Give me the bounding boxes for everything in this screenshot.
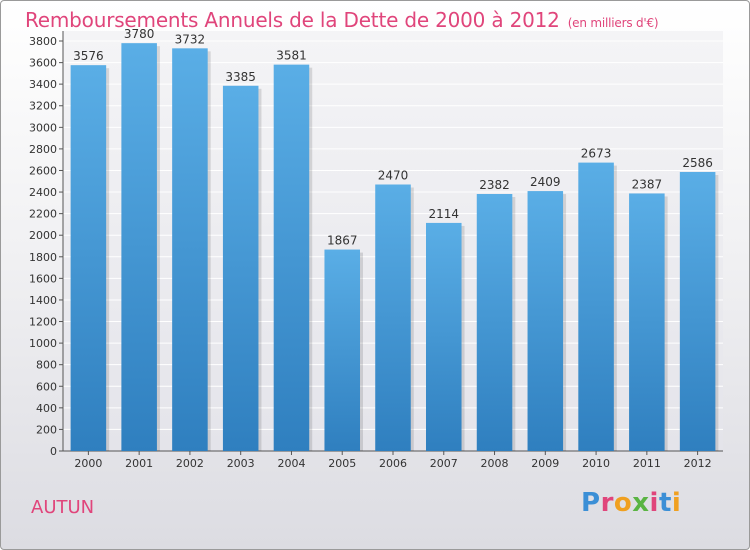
logo-letter: x — [632, 488, 650, 518]
x-tick-label-2002: 2002 — [176, 457, 204, 470]
data-label-2003: 3385 — [225, 70, 256, 84]
y-tick-label: 1600 — [29, 272, 57, 285]
bar-2004 — [273, 64, 310, 451]
bar-2006 — [375, 184, 411, 451]
data-label-2002: 3732 — [175, 32, 206, 46]
bar-2002 — [172, 48, 208, 451]
data-label-2011: 2387 — [632, 177, 663, 191]
y-tick-label: 3000 — [29, 121, 57, 134]
chart-title-text: Remboursements Annuels de la Dette de 20… — [25, 8, 560, 32]
chart-unit: (en milliers d'€) — [567, 16, 659, 30]
data-label-2001: 3780 — [124, 27, 155, 41]
data-label-2012: 2586 — [682, 156, 713, 170]
logo-letter: r — [600, 488, 614, 518]
data-label-2008: 2382 — [479, 178, 510, 192]
x-tick-label-2012: 2012 — [684, 457, 712, 470]
y-tick-label: 400 — [36, 402, 57, 415]
bar-2007 — [426, 222, 462, 451]
x-tick-label-2000: 2000 — [74, 457, 102, 470]
y-tick-label: 3600 — [29, 57, 57, 70]
y-tick-label: 2600 — [29, 164, 57, 177]
data-label-2005: 1867 — [327, 234, 358, 248]
bar-2011 — [629, 193, 665, 451]
y-tick-label: 0 — [50, 445, 57, 458]
y-tick-label: 600 — [36, 380, 57, 393]
logo-letter: P — [581, 488, 601, 518]
data-label-2007: 2114 — [428, 207, 459, 221]
x-tick-label-2010: 2010 — [582, 457, 610, 470]
bar-2001 — [121, 43, 157, 451]
y-tick-label: 1200 — [29, 316, 57, 329]
x-axis: 2000 2001 2002 2003 2004 2005 2006 2007 2008 2009… — [74, 451, 712, 470]
data-label-2009: 2409 — [530, 175, 561, 189]
y-tick-label: 3200 — [29, 100, 57, 113]
data-label-2000: 3576 — [73, 49, 104, 63]
bar-2003 — [222, 85, 259, 452]
y-tick-label: 800 — [36, 359, 57, 372]
y-tick-label: 3400 — [29, 78, 57, 91]
y-tick-label: 1800 — [29, 251, 57, 264]
x-tick-label-2003: 2003 — [227, 457, 255, 470]
y-axis: 0 200 400 600 800 1000 1200 1400 1600 1800 2000 220… — [29, 31, 723, 458]
proxiti-logo: Proxiti — [581, 488, 681, 518]
chart-title: Remboursements Annuels de la Dette de 20… — [25, 8, 659, 32]
bar-2000 — [70, 65, 107, 451]
x-tick-label-2005: 2005 — [328, 457, 356, 470]
x-tick-label-2007: 2007 — [430, 457, 458, 470]
x-tick-label-2011: 2011 — [633, 457, 661, 470]
y-tick-label: 2400 — [29, 186, 57, 199]
logo-letter: t — [658, 488, 672, 518]
y-tick-label: 1000 — [29, 337, 57, 350]
y-tick-label: 2800 — [29, 143, 57, 156]
x-tick-label-2006: 2006 — [379, 457, 407, 470]
y-tick-label: 3800 — [29, 35, 57, 48]
bar-2008 — [476, 193, 513, 451]
logo-letter: i — [649, 488, 659, 518]
bar-2010 — [578, 162, 614, 452]
x-tick-label-2008: 2008 — [481, 457, 509, 470]
data-label-2006: 2470 — [378, 169, 409, 183]
x-tick-label-2009: 2009 — [531, 457, 559, 470]
data-label-2004: 3581 — [276, 49, 307, 63]
bar-2012 — [679, 171, 716, 452]
logo-letter: o — [613, 488, 633, 518]
bar-2009 — [527, 191, 564, 451]
city-name: AUTUN — [31, 497, 95, 518]
bar-2005 — [324, 249, 360, 451]
x-tick-label-2004: 2004 — [277, 457, 305, 470]
y-tick-label: 2200 — [29, 208, 57, 221]
y-tick-label: 200 — [36, 423, 57, 436]
data-label-2010: 2673 — [581, 147, 612, 161]
x-tick-label-2001: 2001 — [125, 457, 153, 470]
logo-letter: i — [671, 488, 682, 518]
bars: 3576 3780 3732 3385 3581 1867 2470 2114 2382 2409… — [70, 27, 719, 452]
y-tick-label: 2000 — [29, 229, 57, 242]
y-tick-label: 1400 — [29, 294, 57, 307]
